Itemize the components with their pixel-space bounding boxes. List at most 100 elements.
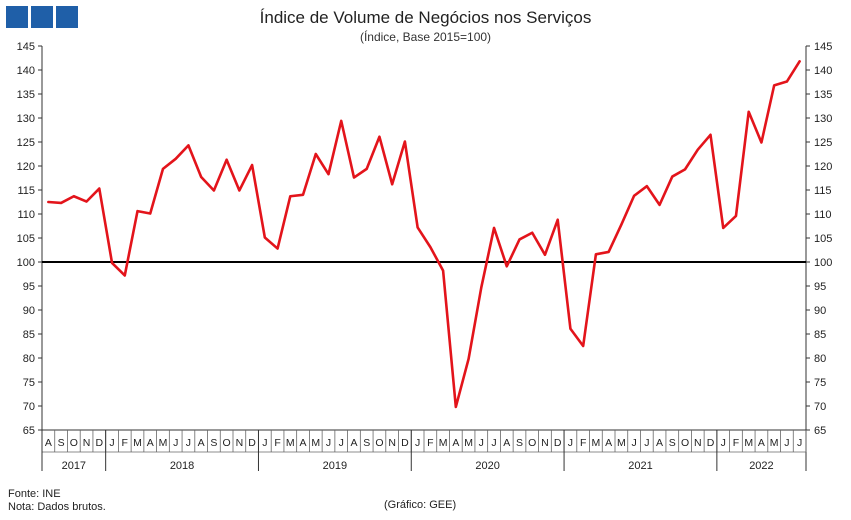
y-tick-label-right: 125 bbox=[814, 137, 832, 149]
data-point bbox=[85, 200, 88, 203]
x-year-label: 2022 bbox=[749, 460, 773, 472]
x-month-label: A bbox=[656, 437, 663, 449]
data-point bbox=[47, 201, 50, 203]
x-month-label: O bbox=[681, 437, 689, 449]
y-tick-label-right: 115 bbox=[814, 185, 832, 197]
x-year-label: 2020 bbox=[475, 460, 499, 472]
x-month-label: J bbox=[784, 437, 789, 449]
data-point bbox=[607, 251, 610, 253]
y-tick-label-left: 145 bbox=[17, 41, 35, 53]
x-month-label: O bbox=[375, 437, 383, 449]
x-month-label: S bbox=[58, 437, 65, 449]
data-point bbox=[467, 358, 470, 360]
source-note: Fonte: INE bbox=[8, 488, 61, 500]
y-tick-label-right: 135 bbox=[814, 89, 832, 101]
data-point bbox=[531, 231, 534, 234]
x-month-label: O bbox=[223, 437, 231, 449]
x-year-label: 2021 bbox=[628, 460, 652, 472]
x-month-label: F bbox=[274, 437, 280, 449]
data-point bbox=[365, 167, 368, 170]
y-tick-label-left: 110 bbox=[17, 209, 35, 221]
data-point bbox=[493, 227, 495, 229]
data-point bbox=[391, 183, 394, 186]
y-tick-label-right: 120 bbox=[814, 161, 832, 173]
x-month-label: J bbox=[262, 437, 267, 449]
x-month-label: N bbox=[388, 437, 396, 449]
y-tick-label-right: 130 bbox=[814, 113, 832, 125]
x-month-label: O bbox=[528, 437, 536, 449]
data-point bbox=[111, 262, 113, 264]
data-point bbox=[709, 133, 712, 136]
y-tick-label-right: 95 bbox=[814, 281, 826, 293]
x-month-label: A bbox=[605, 437, 612, 449]
x-month-label: J bbox=[491, 437, 496, 449]
data-point bbox=[404, 140, 406, 143]
y-tick-label-right: 75 bbox=[814, 377, 826, 389]
y-tick-label-right: 140 bbox=[814, 65, 832, 77]
x-month-label: J bbox=[339, 437, 344, 449]
x-month-label: N bbox=[236, 437, 244, 449]
data-point bbox=[149, 212, 152, 215]
x-month-label: A bbox=[758, 437, 765, 449]
chart-subtitle: (Índice, Base 2015=100) bbox=[359, 30, 492, 44]
data-point bbox=[454, 406, 457, 408]
x-month-label: J bbox=[479, 437, 484, 449]
y-tick-label-left: 120 bbox=[17, 161, 35, 173]
data-point bbox=[60, 202, 62, 204]
data-point bbox=[595, 253, 597, 256]
data-point bbox=[72, 195, 75, 198]
x-month-label: M bbox=[464, 437, 473, 449]
x-month-label: M bbox=[744, 437, 753, 449]
data-point bbox=[582, 345, 585, 347]
y-tick-label-right: 80 bbox=[814, 353, 826, 365]
data-point bbox=[442, 269, 444, 272]
data-point bbox=[187, 144, 190, 147]
x-month-label: M bbox=[159, 437, 168, 449]
x-month-label: M bbox=[770, 437, 779, 449]
y-tick-label-left: 95 bbox=[23, 281, 35, 293]
data-point bbox=[722, 227, 725, 229]
data-point bbox=[760, 141, 763, 144]
x-month-label: N bbox=[83, 437, 91, 449]
data-point bbox=[225, 158, 228, 161]
x-month-label: A bbox=[198, 437, 205, 449]
x-year-label: 2017 bbox=[62, 460, 86, 472]
y-tick-label-left: 80 bbox=[23, 353, 35, 365]
data-point bbox=[136, 210, 139, 213]
x-month-label: D bbox=[707, 437, 715, 449]
x-month-label: S bbox=[516, 437, 523, 449]
x-month-label: A bbox=[350, 437, 357, 449]
data-point bbox=[544, 253, 546, 256]
data-point bbox=[429, 246, 432, 249]
data-point bbox=[633, 194, 635, 197]
data-point bbox=[276, 247, 279, 250]
y-tick-label-left: 125 bbox=[17, 137, 35, 149]
data-point bbox=[569, 327, 572, 330]
logo-block bbox=[31, 6, 53, 28]
logo-block bbox=[56, 6, 78, 28]
y-tick-label-left: 65 bbox=[23, 425, 35, 437]
x-month-label: J bbox=[631, 437, 636, 449]
x-month-label: F bbox=[122, 437, 128, 449]
series-line bbox=[47, 60, 801, 409]
x-month-label: A bbox=[452, 437, 459, 449]
logo-block bbox=[6, 6, 28, 28]
x-month-label: J bbox=[721, 437, 726, 449]
chart-credit: (Gráfico: GEE) bbox=[384, 499, 457, 511]
data-point bbox=[696, 148, 699, 151]
x-month-label: J bbox=[326, 437, 331, 449]
data-point bbox=[327, 173, 330, 176]
data-point bbox=[123, 274, 126, 277]
x-month-label: A bbox=[300, 437, 307, 449]
y-tick-label-left: 105 bbox=[17, 233, 35, 245]
data-point bbox=[773, 84, 776, 87]
data-point bbox=[518, 238, 521, 241]
brand-logo bbox=[6, 6, 78, 28]
y-tick-label-right: 65 bbox=[814, 425, 826, 437]
data-point bbox=[798, 60, 801, 63]
x-year-label: 2019 bbox=[323, 460, 347, 472]
x-month-label: A bbox=[503, 437, 510, 449]
y-tick-label-left: 115 bbox=[17, 185, 35, 197]
data-point bbox=[378, 135, 381, 138]
